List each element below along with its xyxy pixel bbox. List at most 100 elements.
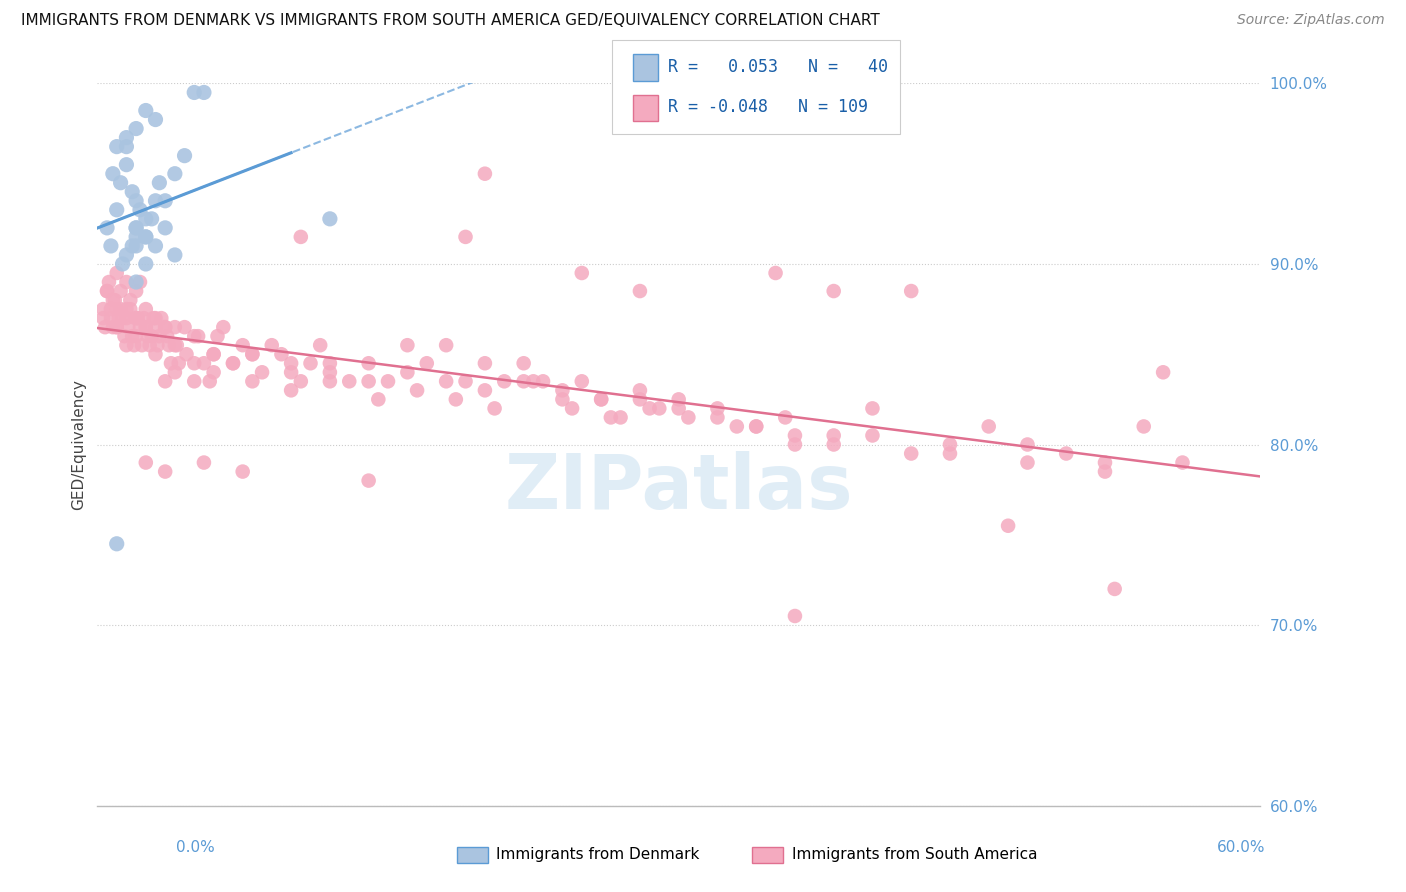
Point [120, 302, 142, 317]
Point [377, 374, 399, 388]
Point [280, 356, 302, 370]
Point [823, 428, 845, 442]
Point [125, 220, 148, 235]
Point [150, 311, 173, 326]
Point [127, 311, 149, 326]
Point [357, 374, 380, 388]
Point [609, 410, 631, 425]
Point [135, 320, 157, 334]
Point [551, 384, 574, 398]
Point [145, 320, 167, 334]
Point [115, 275, 138, 289]
Point [146, 338, 169, 352]
Point [900, 446, 922, 460]
Point [406, 384, 429, 398]
Point [357, 474, 380, 488]
Point [1094, 456, 1116, 470]
Point [280, 384, 302, 398]
Point [183, 356, 205, 370]
Point [145, 194, 167, 208]
Point [823, 284, 845, 298]
Point [132, 311, 155, 326]
Point [454, 374, 477, 388]
Point [628, 392, 651, 407]
Point [115, 130, 138, 145]
Point [668, 392, 690, 407]
Point [173, 320, 195, 334]
Point [100, 311, 122, 326]
Point [141, 329, 163, 343]
Point [125, 329, 148, 343]
Point [135, 456, 157, 470]
Point [135, 230, 157, 244]
Y-axis label: GED/Equivalency: GED/Equivalency [72, 379, 86, 510]
Point [101, 320, 124, 334]
Point [94, 320, 117, 334]
Point [628, 384, 651, 398]
Point [129, 275, 152, 289]
Point [1017, 437, 1039, 451]
Point [163, 248, 186, 262]
Point [115, 302, 138, 317]
Point [202, 347, 225, 361]
Point [1104, 582, 1126, 596]
Point [512, 374, 534, 388]
Point [571, 266, 593, 280]
Point [110, 176, 132, 190]
Point [561, 401, 583, 416]
Point [105, 537, 128, 551]
Point [96, 220, 118, 235]
Point [337, 374, 360, 388]
Point [173, 148, 195, 162]
Point [939, 437, 962, 451]
Point [105, 302, 128, 317]
Point [638, 401, 661, 416]
Point [135, 257, 157, 271]
Point [367, 392, 389, 407]
Point [135, 211, 157, 226]
Point [290, 374, 312, 388]
Point [153, 320, 176, 334]
Point [823, 437, 845, 451]
Point [136, 329, 159, 343]
Point [454, 230, 477, 244]
Point [862, 428, 884, 442]
Point [100, 302, 122, 317]
Point [1054, 446, 1077, 460]
Point [319, 374, 342, 388]
Point [125, 220, 148, 235]
Point [319, 211, 342, 226]
Point [434, 338, 457, 352]
Point [628, 284, 651, 298]
Point [110, 284, 132, 298]
Point [96, 284, 118, 298]
Point [250, 365, 273, 379]
Point [121, 185, 143, 199]
Point [745, 419, 768, 434]
Point [484, 401, 506, 416]
Point [135, 302, 157, 317]
Point [157, 338, 180, 352]
Point [125, 230, 148, 244]
Point [522, 374, 544, 388]
Point [183, 329, 205, 343]
Point [396, 338, 419, 352]
Point [121, 329, 143, 343]
Point [120, 293, 142, 307]
Point [1094, 465, 1116, 479]
Point [434, 374, 457, 388]
Point [153, 194, 176, 208]
Point [1132, 419, 1154, 434]
Point [193, 86, 215, 100]
Point [125, 311, 148, 326]
Point [114, 329, 136, 343]
Point [125, 194, 148, 208]
Point [135, 320, 157, 334]
Point [117, 320, 139, 334]
Point [1017, 456, 1039, 470]
Point [357, 356, 380, 370]
Point [153, 220, 176, 235]
Point [280, 365, 302, 379]
Point [131, 338, 153, 352]
Point [648, 401, 671, 416]
